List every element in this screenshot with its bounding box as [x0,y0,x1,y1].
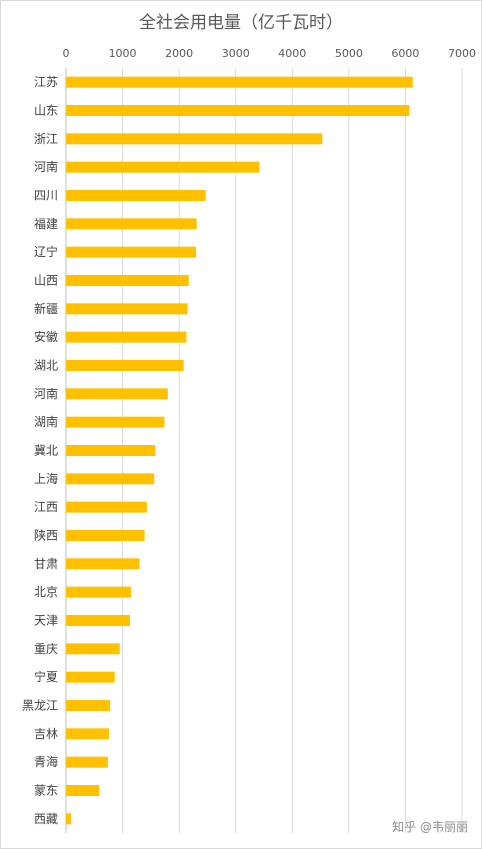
category-label-10: 湖北 [34,358,58,373]
category-label-4: 四川 [34,189,58,203]
x-tick-label-4: 4000 [278,47,306,60]
bar-19 [66,615,130,626]
category-label-5: 福建 [34,216,58,231]
category-label-0: 江苏 [34,75,58,89]
chart-title: 全社会用电量（亿千瓦时） [139,13,343,33]
x-tick-label-1: 1000 [109,47,137,60]
bar-21 [66,671,115,683]
category-label-16: 陕西 [34,528,58,543]
category-label-19: 天津 [34,614,58,628]
category-label-15: 江西 [34,500,58,514]
category-label-14: 上海 [34,471,58,486]
bar-1 [66,105,410,116]
bar-16 [66,530,145,541]
category-label-7: 山西 [34,274,58,288]
x-tick-label-3: 3000 [222,47,250,60]
category-label-8: 新疆 [34,301,58,316]
bar-4 [66,190,206,201]
x-tick-label-7: 7000 [448,47,476,60]
category-label-11: 河南 [34,386,58,401]
bar-8 [66,303,188,315]
category-label-3: 河南 [34,159,58,174]
bar-0 [66,76,413,88]
bar-17 [66,558,140,570]
bar-23 [66,728,109,740]
watermark: 知乎 @韦丽丽 [392,820,468,834]
bar-12 [66,416,165,428]
category-label-12: 湖南 [34,414,58,429]
x-tick-label-0: 0 [63,47,70,60]
bar-18 [66,586,132,598]
x-tick-label-2: 2000 [165,47,193,60]
bar-7 [66,275,189,286]
category-label-21: 宁夏 [34,669,58,684]
category-label-6: 辽宁 [34,244,58,259]
bar-10 [66,360,184,371]
x-tick-label-5: 5000 [335,47,363,60]
category-label-20: 重庆 [34,642,58,656]
bar-9 [66,331,187,343]
bar-22 [66,700,111,711]
bar-13 [66,445,156,456]
category-label-26: 西藏 [34,812,58,826]
category-label-23: 吉林 [34,727,58,741]
bar-6 [66,246,197,258]
category-label-9: 安徽 [34,329,58,344]
bar-3 [66,161,260,173]
bar-11 [66,388,168,400]
bar-25 [66,785,100,796]
category-label-13: 冀北 [34,444,58,458]
category-label-17: 甘肃 [34,557,58,571]
x-tick-label-6: 6000 [391,47,419,60]
category-label-1: 山东 [34,104,58,118]
category-label-22: 黑龙江 [22,699,58,713]
category-label-24: 青海 [34,754,58,769]
category-label-2: 浙江 [34,132,58,146]
bar-20 [66,643,120,655]
bar-14 [66,473,155,485]
category-label-25: 蒙东 [34,784,58,798]
bar-2 [66,133,323,145]
bar-26 [66,813,72,825]
bar-5 [66,218,197,230]
bar-24 [66,756,108,768]
bar-15 [66,501,147,513]
category-label-18: 北京 [34,585,58,599]
